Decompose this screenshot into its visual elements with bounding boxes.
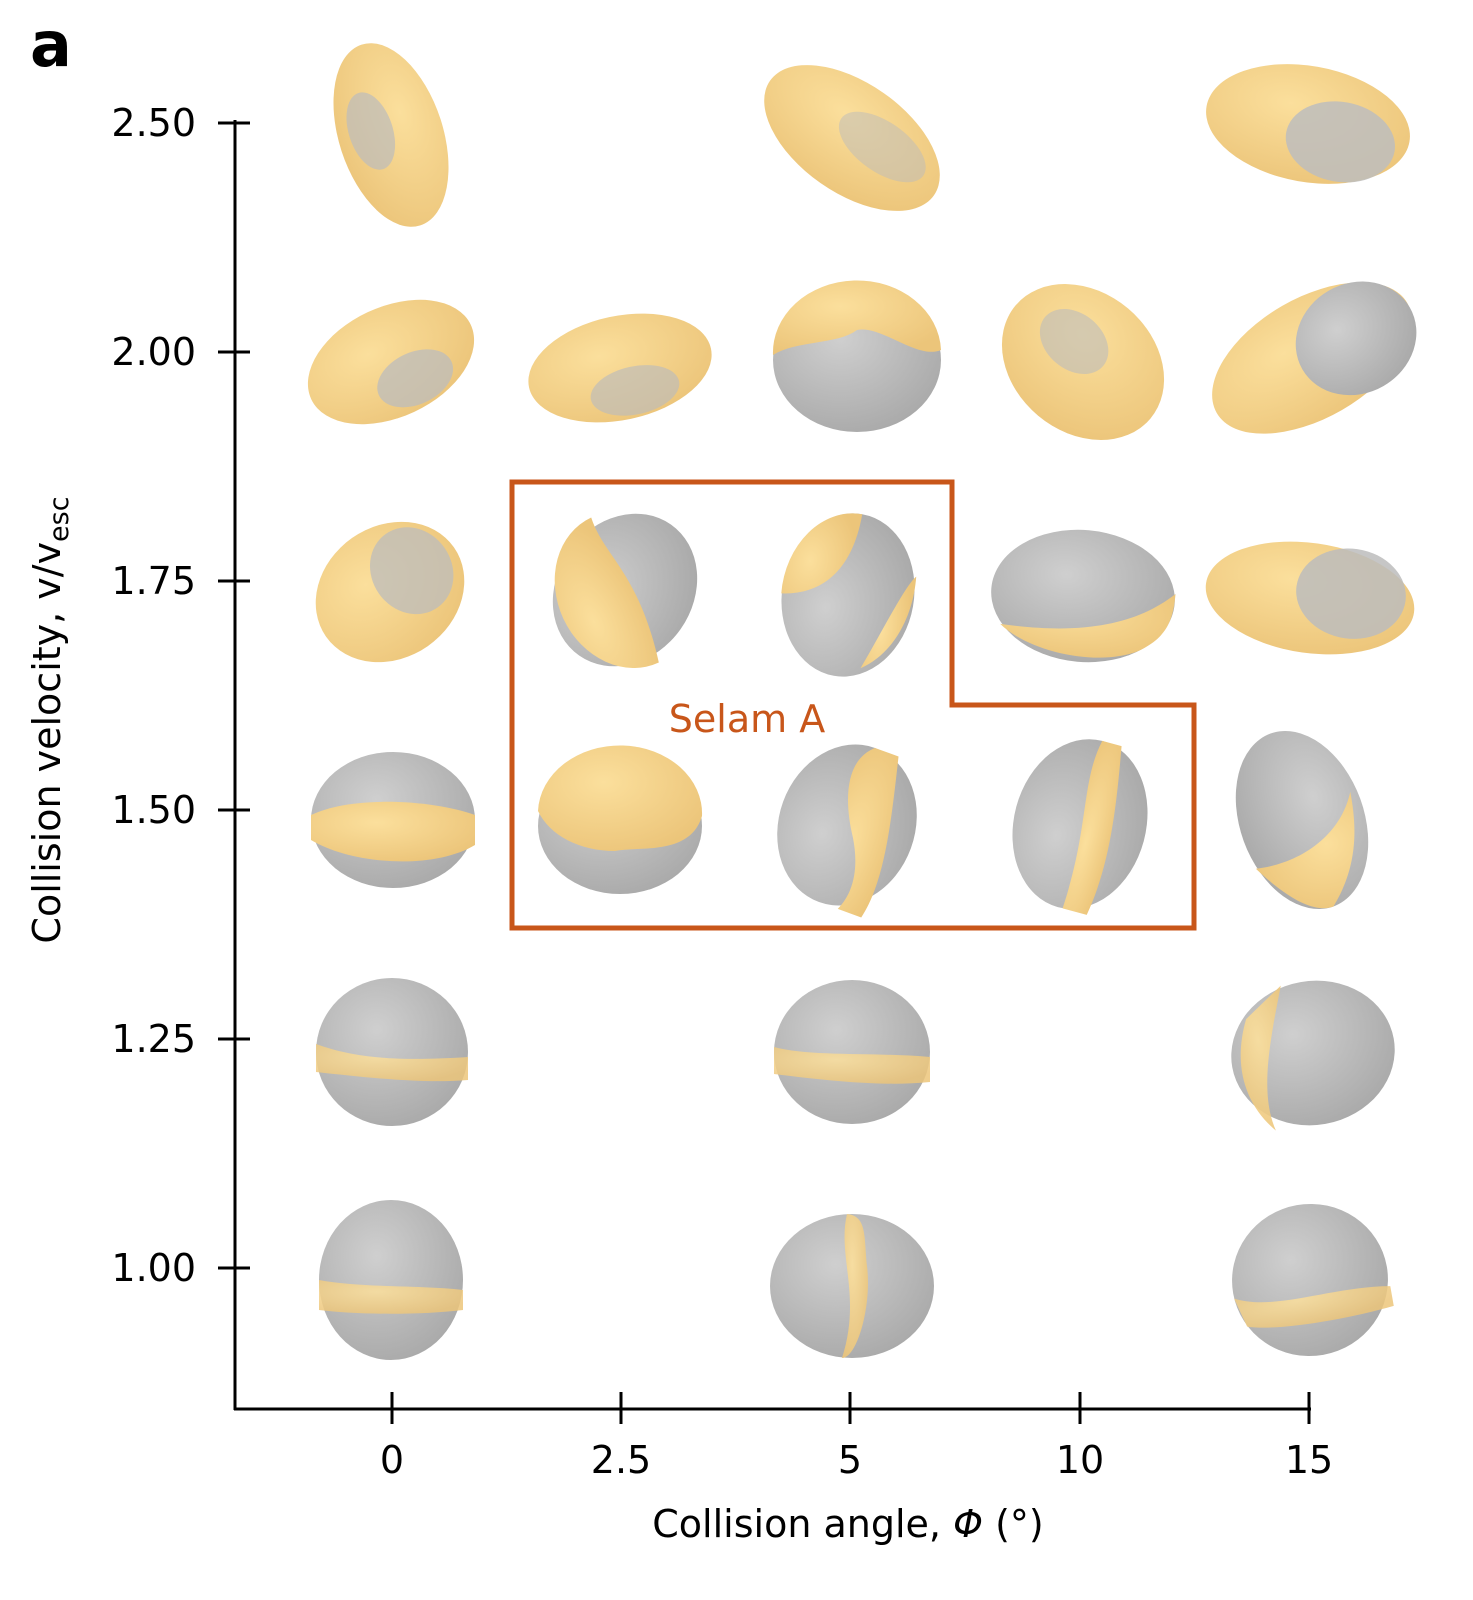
asteroid-5-1.25 <box>774 980 930 1124</box>
asteroid-10-1.75 <box>991 529 1176 663</box>
y-tick-label: 1.50 <box>111 788 196 832</box>
x-axis-label: Collision angle, Φ (°) <box>652 1502 1043 1546</box>
y-tick-label: 1.25 <box>111 1017 196 1061</box>
asteroid-5-2.00 <box>772 280 941 432</box>
x-tick-label: 2.5 <box>591 1438 651 1482</box>
selam-a-region: Selam A <box>509 479 1197 931</box>
asteroid-15-1.75 <box>1205 541 1415 655</box>
asteroid-15-1.25 <box>1231 980 1395 1131</box>
asteroid-10-2.00 <box>1001 284 1165 440</box>
asteroid-0-2.50 <box>333 43 449 227</box>
asteroid-5-2.50 <box>764 65 940 211</box>
asteroid-15-1.00 <box>1232 1203 1394 1357</box>
asteroid-2.5-1.50 <box>538 745 703 894</box>
x-ticks: 0 2.5 5 10 15 <box>380 1392 1333 1482</box>
x-tick-label: 10 <box>1056 1438 1104 1482</box>
asteroid-15-2.50 <box>1206 64 1410 184</box>
y-tick-label: 1.00 <box>111 1246 196 1290</box>
x-tick-label: 5 <box>838 1438 862 1482</box>
y-tick-label: 2.00 <box>111 330 196 374</box>
asteroid-0-1.50 <box>311 752 475 888</box>
asteroid-0-1.25 <box>316 978 468 1126</box>
selam-a-label: Selam A <box>669 697 825 741</box>
asteroid-0-1.75 <box>315 521 465 663</box>
y-tick-label: 2.50 <box>111 101 196 145</box>
x-tick-label: 15 <box>1285 1438 1333 1482</box>
asteroid-5-1.50 <box>777 744 917 918</box>
panel-letter: a <box>30 8 72 81</box>
y-ticks: 2.50 2.00 1.75 1.50 1.25 1.00 <box>111 101 250 1290</box>
asteroid-0-1.00 <box>319 1200 463 1360</box>
asteroid-5-1.00 <box>770 1214 934 1358</box>
y-tick-label: 1.75 <box>111 559 196 603</box>
y-axis-label: Collision velocity, v/vesc <box>25 496 75 943</box>
asteroid-15-2.00 <box>1212 281 1417 434</box>
asteroid-10-1.50 <box>1012 739 1148 915</box>
asteroid-15-1.50 <box>1235 730 1369 910</box>
asteroid-0-2.00 <box>307 299 475 425</box>
x-tick-label: 0 <box>380 1438 404 1482</box>
asteroid-markers <box>307 43 1417 1360</box>
asteroid-2.5-2.00 <box>528 313 712 423</box>
asteroid-5-1.75 <box>781 513 917 677</box>
asteroid-2.5-1.75 <box>552 513 698 668</box>
